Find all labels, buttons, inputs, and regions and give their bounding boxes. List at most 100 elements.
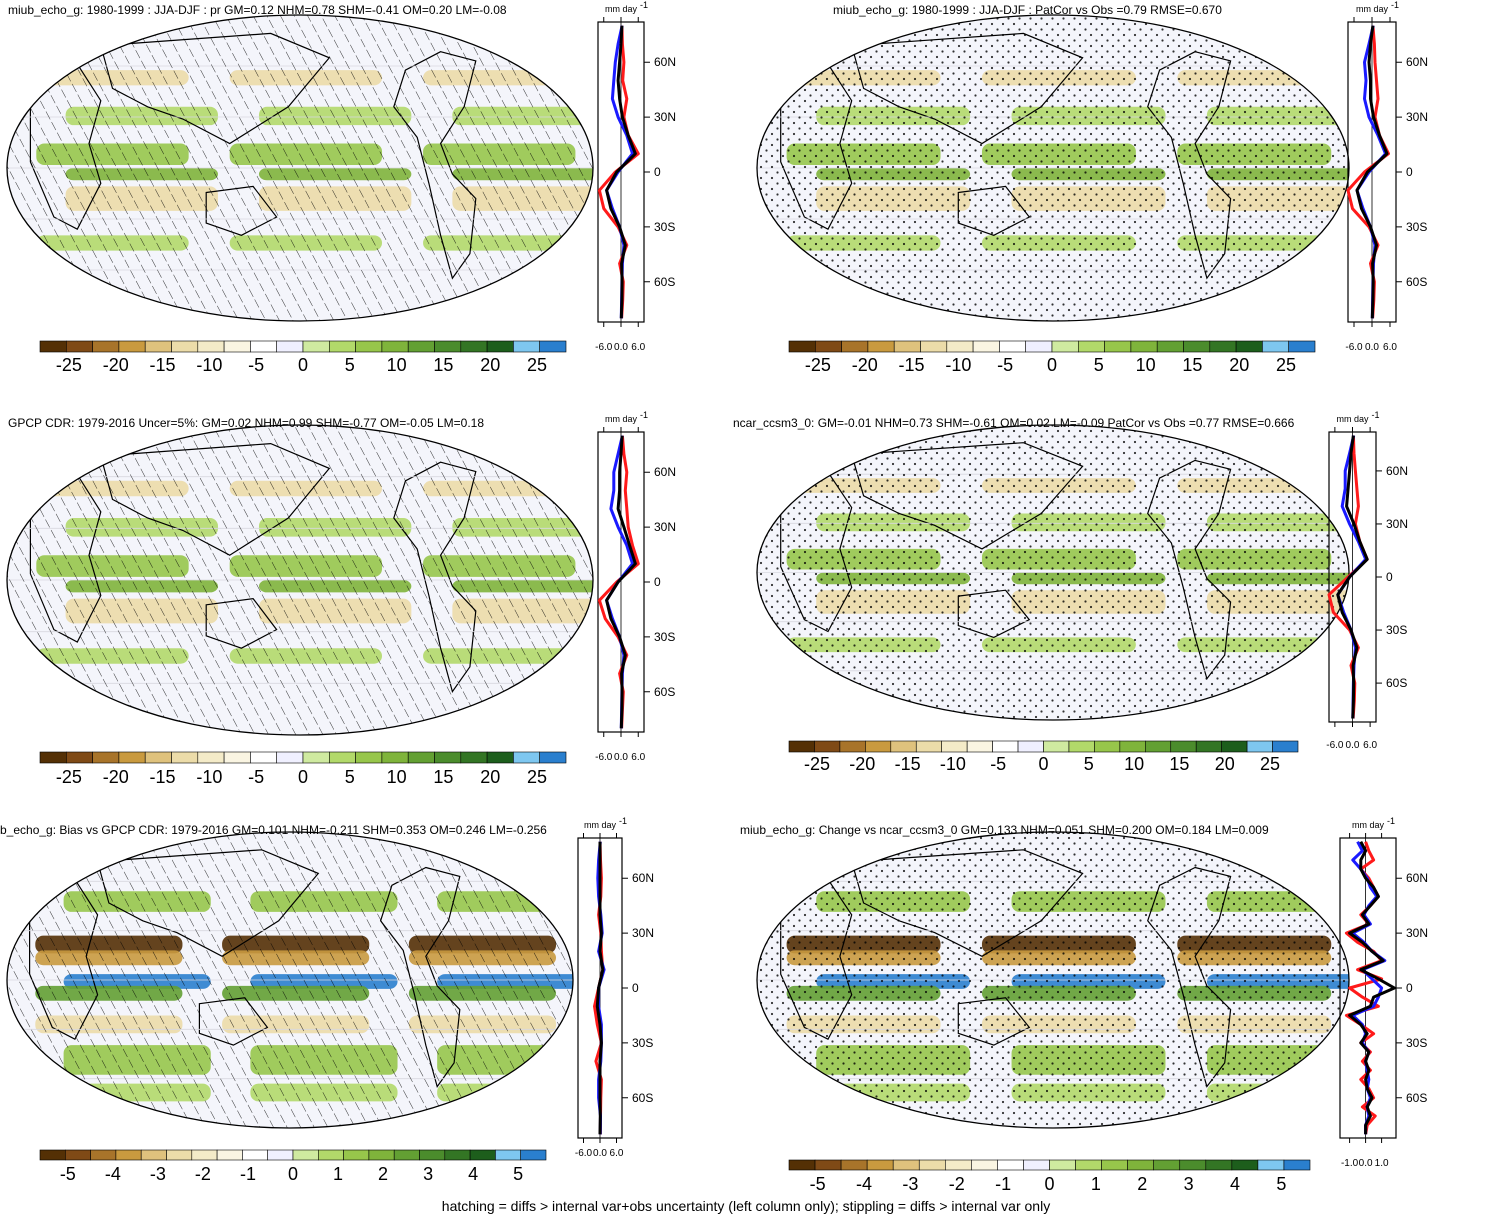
colorbar-swatch	[267, 1149, 294, 1161]
y-tick-label: 0	[632, 981, 639, 995]
y-tick-label: 60N	[1386, 464, 1408, 478]
x-tick-label: 0.0	[1365, 342, 1379, 353]
y-tick-label: 30S	[1386, 623, 1407, 637]
colorbar-label: -10	[940, 754, 966, 774]
colorbar-swatch	[144, 751, 172, 764]
colorbar-label: -4	[856, 1174, 872, 1194]
map-field	[7, 425, 593, 735]
colorbar-label: 0	[288, 1164, 298, 1184]
colorbar-label: -15	[895, 754, 921, 774]
colorbar-swatch	[144, 340, 172, 353]
map-border	[6, 831, 574, 1129]
map-field	[7, 832, 573, 1128]
colorbar-swatch	[1101, 1159, 1128, 1171]
panel-p4: ncar_ccsm3_0: GM=-0.01 NHM=0.73 SHM=-0.6…	[733, 410, 1408, 774]
unit-exponent: -1	[1391, 0, 1399, 10]
series-line-black	[1355, 25, 1389, 319]
colorbar-swatch	[513, 340, 541, 353]
y-tick-label: 30N	[654, 520, 676, 534]
unit-exponent: -1	[1372, 410, 1380, 420]
colorbar-label: -5	[248, 355, 264, 375]
x-tick-label: 6.0	[610, 1148, 624, 1159]
colorbar-label: -25	[804, 754, 830, 774]
colorbar-label: 10	[1136, 355, 1156, 375]
colorbar-label: 0	[298, 767, 308, 787]
colorbar-swatch	[250, 340, 277, 353]
colorbar-swatch	[469, 1149, 496, 1161]
map-border	[6, 424, 594, 736]
y-tick-label: 30S	[1406, 220, 1427, 234]
colorbar-label: 25	[1276, 355, 1296, 375]
colorbar-label: 5	[345, 767, 355, 787]
colorbar-swatch	[1156, 340, 1184, 353]
colorbar-label: -5	[810, 1174, 826, 1194]
panel-title: b_echo_g: Bias vs GPCP CDR: 1979-2016 GM…	[0, 823, 547, 837]
x-tick-label: -6.0	[1345, 342, 1363, 353]
colorbar-swatch	[197, 751, 225, 764]
y-tick-label: 60N	[654, 55, 676, 69]
x-tick-label: 6.0	[631, 342, 645, 353]
colorbar-label: 3	[1184, 1174, 1194, 1194]
panel-p1: miub_echo_g: 1980-1999 : JJA-DJF : pr GM…	[6, 0, 676, 375]
colorbar-label: -10	[196, 767, 222, 787]
y-tick-label: 30S	[654, 220, 675, 234]
colorbar-swatch	[513, 751, 541, 764]
colorbar-label: -2	[949, 1174, 965, 1194]
colorbar-swatch	[355, 340, 383, 353]
hatching-overlay	[7, 832, 573, 1128]
unit-label: mm day	[1356, 4, 1389, 14]
y-tick-label: 30N	[1406, 110, 1428, 124]
colorbar-swatch	[317, 1149, 344, 1161]
unit-label: mm day	[605, 4, 638, 14]
unit-exponent: -1	[640, 0, 648, 10]
footnote: hatching = diffs > internal var+obs unce…	[441, 1198, 1051, 1214]
colorbar-label: 3	[423, 1164, 433, 1184]
series-line-black	[605, 435, 637, 729]
colorbar-label: 1	[1091, 1174, 1101, 1194]
colorbar-swatch	[1153, 1159, 1181, 1171]
y-tick-label: 30S	[632, 1036, 653, 1050]
hatching-overlay	[7, 15, 593, 321]
colorbar-swatch	[434, 340, 462, 353]
colorbar-label: -1	[240, 1164, 256, 1184]
stippling-overlay	[757, 15, 1349, 321]
colorbar-swatch	[39, 751, 67, 764]
colorbar-swatch	[444, 1149, 471, 1161]
colorbar-swatch	[1078, 340, 1105, 353]
x-tick-label: -6.0	[595, 752, 613, 763]
series-line-red	[1344, 841, 1384, 1135]
colorbar-swatch	[839, 740, 866, 753]
y-tick-label: 30N	[632, 926, 654, 940]
panel-title: GPCP CDR: 1979-2016 Uncer=5%: GM=0.02 NH…	[8, 416, 484, 430]
colorbar-swatch	[1049, 1159, 1076, 1171]
y-tick-label: 60N	[1406, 55, 1428, 69]
colorbar-label: -5	[990, 754, 1006, 774]
y-tick-label: 60S	[654, 275, 675, 289]
colorbar-swatch	[1179, 1159, 1207, 1171]
y-tick-label: 60S	[654, 685, 675, 699]
colorbar-swatch	[1119, 740, 1146, 753]
colorbar-swatch	[1127, 1159, 1155, 1171]
x-tick-label: 0.0	[614, 342, 628, 353]
colorbar-label: 20	[480, 767, 500, 787]
y-tick-label: 0	[654, 575, 661, 589]
colorbar-swatch	[520, 1149, 547, 1161]
colorbar-swatch	[1043, 740, 1070, 753]
colorbar-swatch	[140, 1149, 167, 1161]
colorbar-label: -25	[56, 355, 82, 375]
colorbar-swatch	[216, 1149, 243, 1161]
x-tick-label: -1.0	[1341, 1158, 1359, 1169]
colorbar-swatch	[788, 340, 816, 353]
y-tick-label: 0	[1406, 981, 1413, 995]
panel-title: ncar_ccsm3_0: GM=-0.01 NHM=0.73 SHM=-0.6…	[733, 416, 1295, 430]
colorbar-label: 2	[1137, 1174, 1147, 1194]
x-tick-label: 6.0	[1383, 342, 1397, 353]
colorbar-swatch	[1170, 740, 1197, 753]
colorbar-swatch	[171, 340, 199, 353]
colorbar-label: 10	[387, 767, 407, 787]
series-line-black	[595, 841, 605, 1135]
y-tick-label: 60S	[1386, 676, 1407, 690]
colorbar-label: 20	[1229, 355, 1249, 375]
colorbar-swatch	[1025, 340, 1053, 353]
colorbar-swatch	[840, 1159, 868, 1171]
